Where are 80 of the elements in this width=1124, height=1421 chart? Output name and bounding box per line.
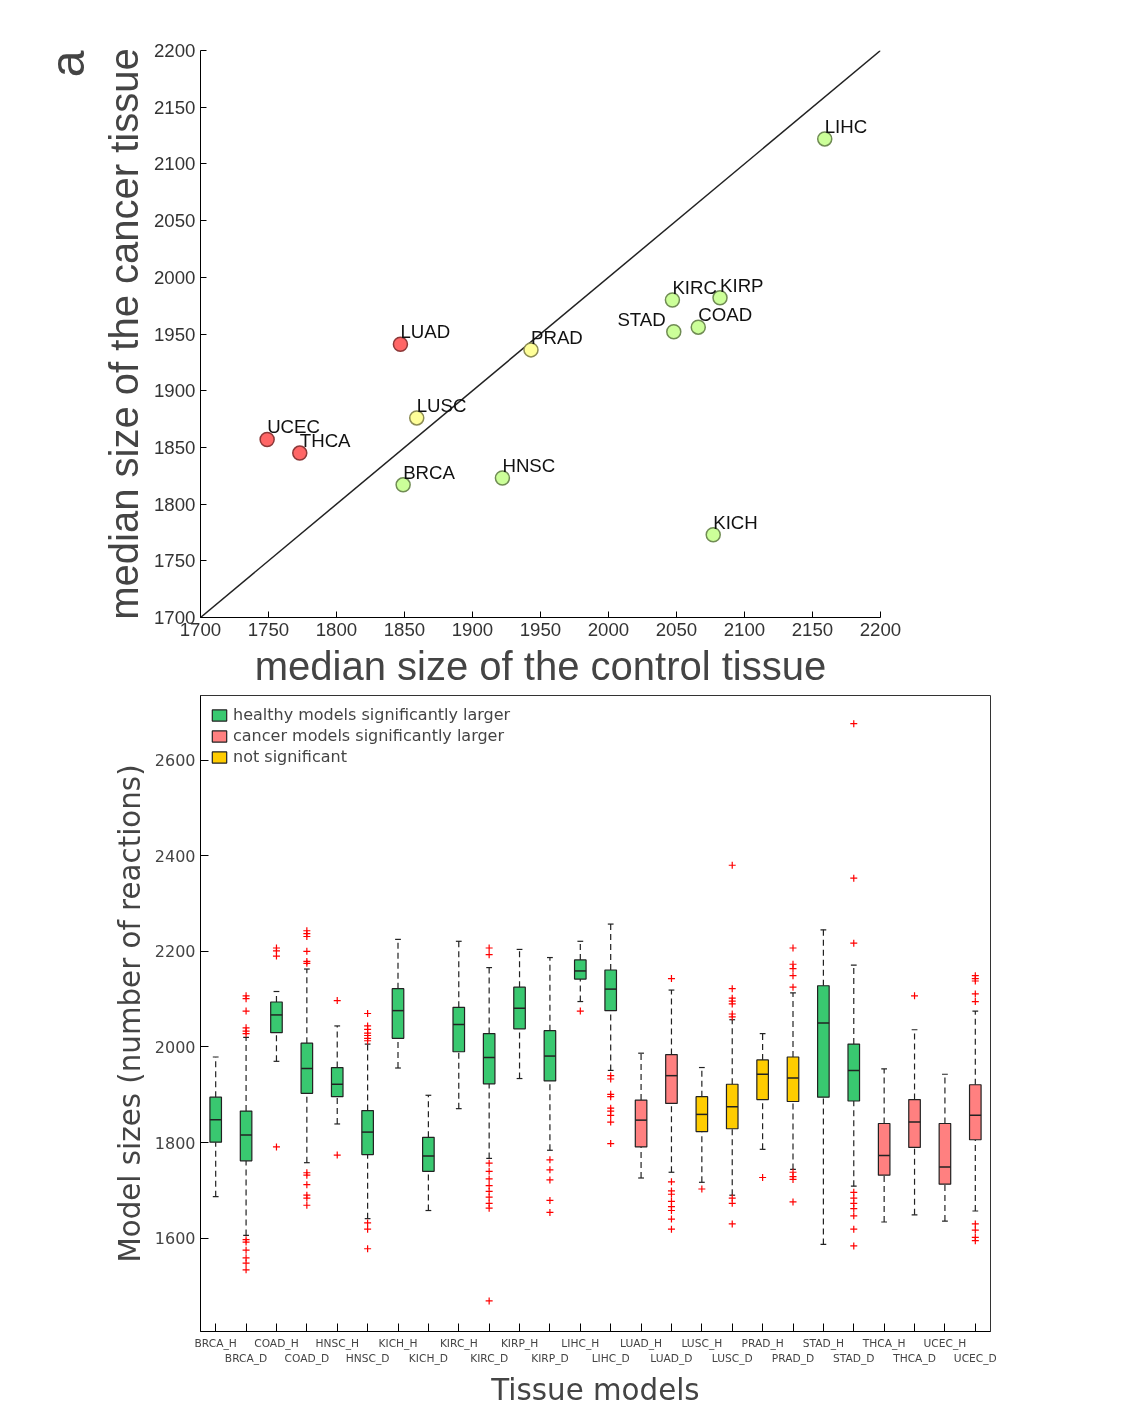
x-tick-label: 1800 (315, 618, 358, 640)
y-tick-label: 1900 (154, 380, 196, 402)
annotation: KICH (713, 511, 758, 533)
x-tick-label: COAD_D (284, 1352, 330, 1366)
x-axis-title: median size of the control tissue (254, 643, 827, 688)
point (816, 131, 833, 147)
y-tick-label: 1950 (154, 323, 196, 345)
y-tick-label: 2100 (154, 153, 196, 175)
y-tick-label: 1850 (154, 436, 196, 458)
x-tick-label: 1950 (519, 618, 562, 640)
x-tick-label: KIRC_D (470, 1352, 509, 1366)
x-tick-label: COAD_H (254, 1336, 299, 1350)
y-tick-label: 2000 (154, 266, 196, 288)
x-axis-title: Tissue models (490, 1373, 700, 1408)
x-tick-label: KICH_D (408, 1352, 448, 1366)
x-tick-label: 1850 (383, 618, 426, 640)
x-tick-label: PRAD_H (741, 1336, 784, 1350)
y-tick-label: 2400 (154, 846, 196, 866)
legend-label: cancer models significantly larger (233, 726, 505, 745)
x-tick-label: KIRP_D (531, 1352, 569, 1366)
x-tick-label: 2200 (859, 618, 902, 640)
annotation: STAD (617, 308, 666, 330)
x-tick-label: PRAD_D (771, 1352, 815, 1366)
y-tick-label: 1600 (154, 1229, 196, 1249)
text: a (40, 50, 94, 78)
point (494, 470, 511, 486)
point (690, 319, 707, 335)
point (408, 410, 425, 426)
annotation: BRCA (403, 461, 456, 483)
x-tick-label: UCEC_D (953, 1352, 997, 1366)
annotation: KIRP (720, 274, 764, 296)
x-tick-label: KICH_H (378, 1336, 418, 1350)
x-tick-label: 2150 (791, 618, 834, 640)
point (395, 477, 411, 493)
legend-label: healthy models significantly larger (233, 705, 511, 724)
x-tick-label: 2100 (723, 618, 766, 640)
y-tick-label: 2000 (154, 1037, 196, 1057)
y-axis-title: median size of the cancer tissue (102, 48, 146, 620)
x-tick-label: UCEC_H (923, 1336, 967, 1350)
y-axis-title: Model sizes (number of reactions) (112, 764, 147, 1263)
x-tick-label: KIRP_H (500, 1336, 539, 1350)
y-tick-label: 2200 (154, 40, 196, 61)
x-tick-label: STAD_D (833, 1352, 875, 1366)
x-tick-label: LUSC_H (681, 1336, 723, 1350)
annotation: LUAD (400, 321, 451, 343)
x-tick-label: LUAD_D (650, 1352, 693, 1366)
x-tick-label: BRCA_D (224, 1352, 268, 1366)
x-tick-label: 1750 (247, 618, 290, 640)
x-tick-label: LIHC_D (591, 1352, 630, 1366)
point (292, 445, 308, 461)
y-tick-label: 2600 (154, 751, 196, 771)
point (259, 431, 275, 448)
y-tick-label: 2050 (154, 210, 196, 232)
y-tick-label: 1750 (154, 550, 196, 572)
y-tick-label: 2200 (154, 942, 196, 962)
x-tick-label: HNSC_H (315, 1336, 359, 1350)
x-tick-label: 2000 (587, 618, 630, 640)
point (392, 336, 409, 352)
annotation: KIRC (672, 276, 717, 298)
x-tick-label: BRCA_H (194, 1336, 237, 1350)
annotation: HNSC (502, 455, 556, 477)
x-tick-label: THCA_H (861, 1336, 906, 1350)
x-tick-label: 2050 (655, 618, 698, 640)
x-tick-label: 1900 (451, 618, 494, 640)
x-tick-label: KIRC_H (439, 1336, 478, 1350)
x-tick-label: THCA_D (892, 1352, 936, 1366)
x-tick-label: LIHC_H (561, 1336, 600, 1350)
point (664, 292, 681, 308)
legend-label: not significant (233, 747, 347, 766)
point (523, 342, 539, 358)
x-tick-label: LUAD_H (620, 1336, 663, 1350)
x-tick-label: STAD_H (802, 1336, 845, 1350)
y-tick-label: 2150 (154, 96, 196, 118)
annotation: COAD (698, 304, 753, 326)
x-tick-label: HNSC_D (345, 1352, 390, 1366)
y-tick-label: 1800 (154, 1133, 196, 1153)
point (666, 324, 682, 340)
annotation: LIHC (824, 115, 868, 137)
y-tick-label: 1800 (154, 493, 196, 515)
x-tick-label: LUSC_D (711, 1352, 753, 1366)
